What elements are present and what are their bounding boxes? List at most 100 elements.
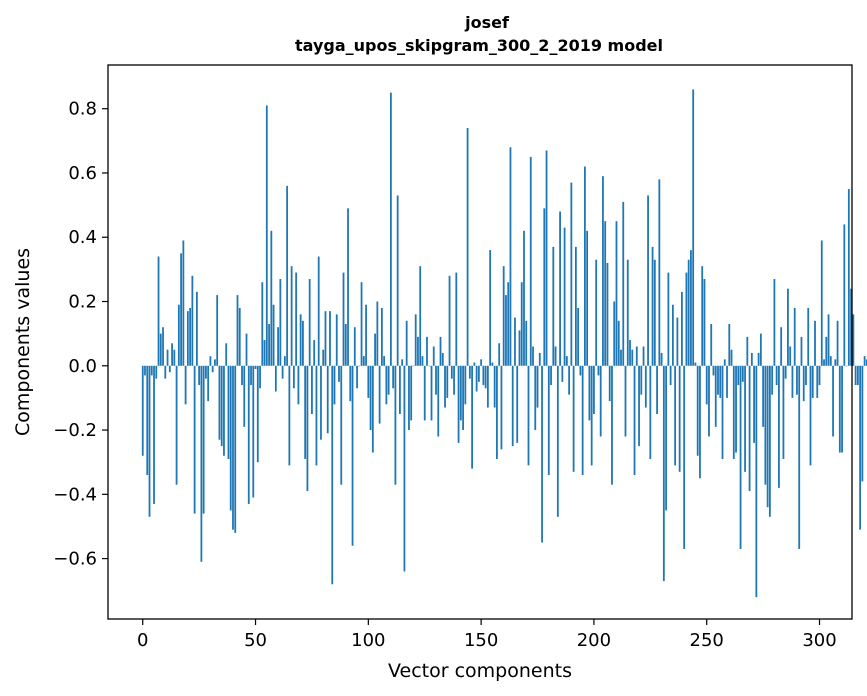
- bar: [509, 147, 512, 366]
- bar: [669, 365, 672, 386]
- bar: [640, 365, 643, 395]
- bar: [547, 365, 550, 476]
- bar: [741, 365, 744, 382]
- bar: [802, 365, 805, 402]
- bar: [475, 365, 478, 392]
- bar: [207, 365, 210, 402]
- bar: [371, 365, 374, 453]
- bar: [175, 365, 178, 485]
- chart-subtitle: tayga_upos_skipgram_300_2_2019 model: [295, 36, 663, 55]
- bar: [832, 365, 834, 437]
- bar: [647, 195, 649, 366]
- bar: [690, 250, 692, 366]
- bar: [527, 365, 530, 466]
- bar: [455, 272, 458, 366]
- bar: [723, 359, 726, 366]
- bar: [353, 327, 356, 366]
- bar: [459, 365, 462, 421]
- bar: [218, 365, 221, 440]
- bar: [468, 365, 471, 379]
- bar: [288, 365, 291, 466]
- bar: [408, 365, 410, 431]
- chart-title: josef: [464, 13, 510, 32]
- bar: [712, 365, 715, 376]
- bar: [380, 307, 383, 366]
- bar: [432, 346, 435, 366]
- bar: [570, 182, 573, 366]
- bar: [651, 246, 654, 366]
- bar: [403, 365, 406, 572]
- bar: [665, 365, 668, 511]
- bar: [216, 295, 219, 366]
- bar: [211, 365, 214, 373]
- bar: [286, 185, 289, 366]
- bar: [694, 362, 697, 366]
- bar: [344, 324, 347, 366]
- y-tick-label: 0.4: [68, 227, 97, 248]
- y-tick-label: 0.2: [68, 292, 97, 313]
- bar: [635, 346, 638, 366]
- y-tick-label: 0.8: [68, 99, 97, 120]
- bar: [514, 317, 516, 366]
- bar: [823, 359, 825, 366]
- bar: [525, 320, 528, 366]
- bar: [793, 307, 796, 366]
- bar: [256, 365, 259, 463]
- bar: [311, 365, 313, 414]
- bar: [191, 275, 194, 366]
- bar: [486, 365, 489, 408]
- bar: [638, 365, 640, 447]
- bar: [423, 365, 426, 421]
- bar: [717, 365, 719, 395]
- bar: [259, 365, 261, 389]
- bar: [500, 365, 503, 450]
- bar: [676, 317, 679, 366]
- bar: [748, 365, 751, 492]
- bar: [480, 359, 483, 366]
- bar: [385, 365, 388, 405]
- bar: [735, 365, 737, 453]
- bar: [279, 279, 282, 366]
- bar: [838, 365, 841, 453]
- bar: [699, 365, 701, 479]
- bar: [144, 365, 146, 376]
- bar: [302, 320, 304, 366]
- bar: [581, 365, 584, 476]
- bar: [484, 365, 487, 389]
- bar: [762, 365, 765, 427]
- y-axis-label: Components values: [12, 248, 34, 436]
- bar: [331, 365, 334, 585]
- bar: [150, 365, 153, 376]
- bar: [263, 340, 266, 366]
- bar: [234, 365, 237, 533]
- bar: [782, 365, 785, 459]
- bar: [653, 259, 656, 366]
- bar: [798, 365, 801, 549]
- bar: [157, 256, 160, 366]
- bar: [579, 365, 582, 376]
- bar: [538, 352, 541, 366]
- bar: [378, 365, 381, 424]
- bar: [856, 365, 859, 386]
- bar: [863, 356, 866, 366]
- bar: [597, 365, 600, 376]
- bar: [281, 365, 284, 379]
- y-axis: −0.6 −0.4 −0.2 0.0 0.2 0.4 0.6 0.8: [53, 99, 108, 570]
- bar: [317, 256, 320, 366]
- bar: [417, 336, 419, 366]
- bar: [308, 279, 311, 366]
- bar: [541, 365, 543, 543]
- bar: [292, 365, 295, 389]
- bar: [845, 365, 848, 367]
- bar: [518, 330, 521, 366]
- bar: [681, 291, 683, 366]
- bar: [324, 311, 327, 366]
- bar: [477, 365, 480, 382]
- bar: [658, 179, 661, 366]
- bar: [559, 211, 561, 366]
- x-axis-label: Vector components: [388, 660, 572, 682]
- bar: [604, 221, 607, 366]
- x-tick-label: 200: [577, 630, 611, 651]
- bar: [489, 250, 492, 366]
- bar: [773, 279, 776, 366]
